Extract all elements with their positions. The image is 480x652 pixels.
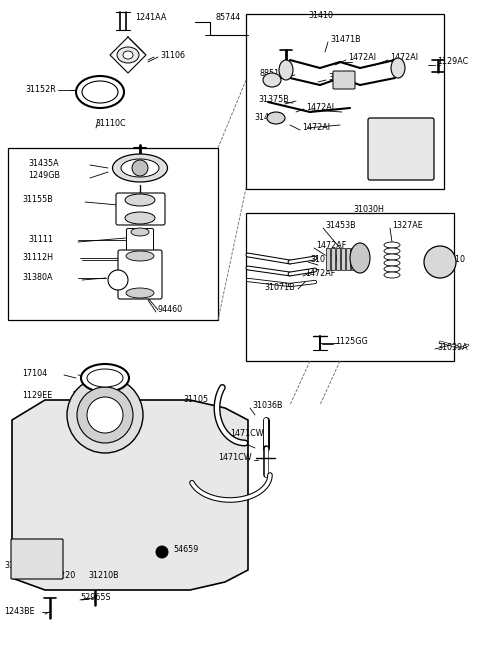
Text: 94460: 94460 — [158, 306, 183, 314]
Ellipse shape — [391, 58, 405, 78]
Text: 1472AI: 1472AI — [302, 123, 330, 132]
Ellipse shape — [117, 47, 139, 63]
Text: 31010: 31010 — [440, 256, 465, 265]
Circle shape — [424, 246, 456, 278]
Ellipse shape — [76, 76, 124, 108]
Ellipse shape — [87, 369, 123, 387]
FancyBboxPatch shape — [116, 193, 165, 225]
Ellipse shape — [384, 272, 400, 278]
Text: 1249GB: 1249GB — [28, 171, 60, 181]
Text: 1125GG: 1125GG — [335, 338, 368, 346]
Bar — [246, 213, 454, 361]
Ellipse shape — [126, 251, 154, 261]
Text: 1129AC: 1129AC — [437, 57, 468, 67]
Text: 1241AA: 1241AA — [135, 14, 167, 23]
Circle shape — [108, 270, 128, 290]
Bar — [356, 248, 360, 270]
Bar — [246, 14, 444, 189]
Circle shape — [132, 160, 148, 176]
Text: 31112H: 31112H — [22, 254, 53, 263]
Bar — [351, 248, 355, 270]
Text: 31071B: 31071B — [264, 282, 295, 291]
FancyArrowPatch shape — [130, 39, 144, 53]
Ellipse shape — [82, 81, 118, 103]
Bar — [346, 248, 350, 270]
FancyBboxPatch shape — [368, 118, 434, 180]
Ellipse shape — [125, 212, 155, 224]
Text: 31155B: 31155B — [22, 196, 53, 205]
Bar — [361, 248, 365, 270]
Ellipse shape — [384, 248, 400, 254]
Text: 31071H: 31071H — [310, 256, 341, 265]
Text: 1327AE: 1327AE — [392, 222, 423, 231]
Text: 1243BE: 1243BE — [4, 608, 35, 617]
Ellipse shape — [123, 51, 133, 59]
Ellipse shape — [267, 112, 285, 124]
Text: 31036B: 31036B — [252, 402, 283, 411]
Bar — [341, 248, 345, 270]
Ellipse shape — [121, 159, 159, 177]
Text: 31453B: 31453B — [325, 222, 356, 231]
Text: 31039A: 31039A — [437, 342, 468, 351]
FancyBboxPatch shape — [118, 250, 162, 299]
Text: 31471B: 31471B — [330, 35, 360, 44]
Ellipse shape — [384, 266, 400, 272]
Circle shape — [77, 387, 133, 443]
Circle shape — [156, 546, 168, 558]
Text: 31380A: 31380A — [22, 273, 52, 282]
Text: 31152R: 31152R — [25, 85, 56, 95]
Ellipse shape — [126, 288, 154, 298]
Text: 31375B: 31375B — [258, 95, 289, 104]
FancyBboxPatch shape — [333, 71, 355, 89]
Text: 17104: 17104 — [22, 368, 47, 378]
Bar — [331, 248, 335, 270]
Bar — [326, 248, 330, 270]
Circle shape — [87, 397, 123, 433]
Ellipse shape — [279, 60, 293, 80]
Text: 1129EE: 1129EE — [22, 391, 52, 400]
Ellipse shape — [384, 260, 400, 266]
Text: 54659: 54659 — [173, 546, 198, 554]
Text: 1472AI: 1472AI — [306, 102, 334, 111]
Bar — [8, 148, 218, 320]
Text: 31101E: 31101E — [373, 149, 403, 158]
Text: 1472AF: 1472AF — [316, 241, 346, 250]
Text: 31430: 31430 — [328, 74, 353, 83]
Text: 85744: 85744 — [215, 14, 240, 23]
Text: 31410: 31410 — [308, 12, 333, 20]
Text: 31030H: 31030H — [353, 205, 384, 215]
Text: 1472AI: 1472AI — [390, 53, 418, 63]
Text: 1471CW: 1471CW — [230, 430, 264, 439]
Text: 31210B: 31210B — [88, 572, 119, 580]
Text: 31435A: 31435A — [28, 158, 59, 168]
Circle shape — [67, 377, 143, 453]
Text: 88514B: 88514B — [260, 68, 290, 78]
Text: 1471CW: 1471CW — [218, 454, 252, 462]
Text: 31105: 31105 — [183, 396, 208, 404]
Ellipse shape — [384, 254, 400, 260]
Text: 31106: 31106 — [160, 50, 185, 59]
Polygon shape — [12, 400, 248, 590]
Text: 31220: 31220 — [50, 572, 75, 580]
Text: 1472AF: 1472AF — [305, 269, 335, 278]
Text: 31210C: 31210C — [4, 561, 35, 569]
Ellipse shape — [384, 242, 400, 248]
FancyBboxPatch shape — [11, 539, 63, 579]
Text: 52965S: 52965S — [80, 593, 110, 602]
Text: 1472AI: 1472AI — [348, 53, 376, 63]
Ellipse shape — [112, 154, 168, 182]
Ellipse shape — [350, 243, 370, 273]
Text: 31111: 31111 — [28, 235, 53, 244]
Text: 31110C: 31110C — [95, 119, 126, 128]
FancyBboxPatch shape — [127, 228, 154, 254]
Text: 31472: 31472 — [254, 113, 279, 123]
Ellipse shape — [125, 194, 155, 206]
Ellipse shape — [131, 228, 149, 236]
Ellipse shape — [263, 73, 281, 87]
Bar — [336, 248, 340, 270]
Ellipse shape — [81, 364, 129, 392]
